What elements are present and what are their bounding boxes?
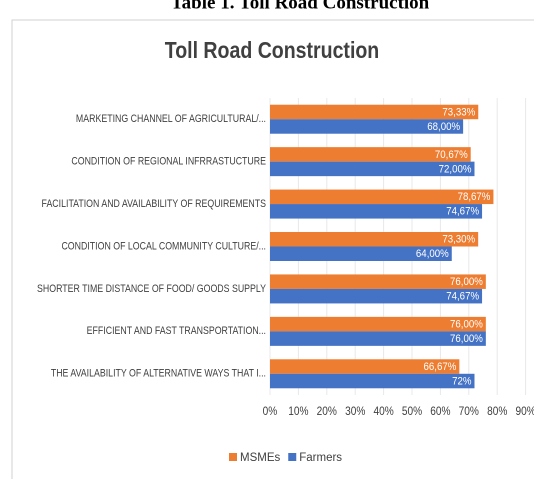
bar [270,359,460,374]
data-label: 68,00% [427,121,460,133]
x-tick-label: 0% [263,405,278,418]
bar [270,316,486,332]
x-tick-label: 90% [515,405,534,418]
x-tick-label: 20% [317,405,338,418]
x-tick-label: 10% [288,405,309,418]
bar [270,147,471,162]
data-label: 73,30% [442,234,475,246]
data-label: 72% [452,376,471,388]
y-tick-label: THE AVAILABILITY OF ALTERNATIVE WAYS THA… [51,368,266,380]
y-tick-label: SHORTER TIME DISTANCE OF FOOD/ GOODS SUP… [37,283,266,295]
bar [270,119,464,134]
bar [270,274,486,289]
x-tick-label: 70% [459,405,480,418]
chart-title: Toll Road Construction [165,38,380,64]
bar [270,288,483,304]
bar [270,331,486,346]
legend-swatch [229,453,237,461]
data-label: 72,00% [439,164,472,176]
chart-border [11,19,534,479]
legend-label: MSMEs [240,452,281,464]
legend-label: Farmers [299,452,342,464]
bar [270,204,483,219]
bar [270,246,452,261]
bar [270,189,494,205]
x-tick-label: 30% [345,405,366,418]
x-tick-label: 60% [430,405,451,418]
data-label: 73,33% [442,107,475,119]
legend-swatch [288,453,297,461]
y-tick-label: FACILITATION AND AVAILABILITY OF REQUIRE… [42,198,267,210]
bar [270,232,479,247]
data-label: 76,00% [450,334,483,346]
x-tick-label: 40% [373,405,394,418]
x-tick-label: 50% [402,405,423,418]
y-tick-label: EFFICIENT AND FAST TRANSPORTATION... [87,325,266,337]
caption: Table 1. Toll Road Construction [171,0,430,13]
bar [270,161,475,177]
bar [270,373,475,389]
y-tick-label: MARKETING CHANNEL OF AGRICULTURAL/... [76,113,266,125]
x-tick-label: 80% [487,405,508,418]
data-label: 70,67% [435,149,468,161]
data-label: 64,00% [416,249,449,261]
data-label: 66,67% [424,361,457,373]
y-tick-label: CONDITION OF LOCAL COMMUNITY CULTURE/... [61,241,266,253]
data-label: 74,67% [446,291,479,303]
y-tick-label: CONDITION OF REGIONAL INFRRASTUCTURE [71,156,266,168]
category-labels: MARKETING CHANNEL OF AGRICULTURAL/... CON… [37,113,266,380]
data-label: 78,67% [458,192,491,204]
data-label: 76,00% [450,319,483,331]
data-label: 76,00% [450,277,483,289]
bar [270,104,479,120]
data-label: 74,67% [446,206,479,218]
